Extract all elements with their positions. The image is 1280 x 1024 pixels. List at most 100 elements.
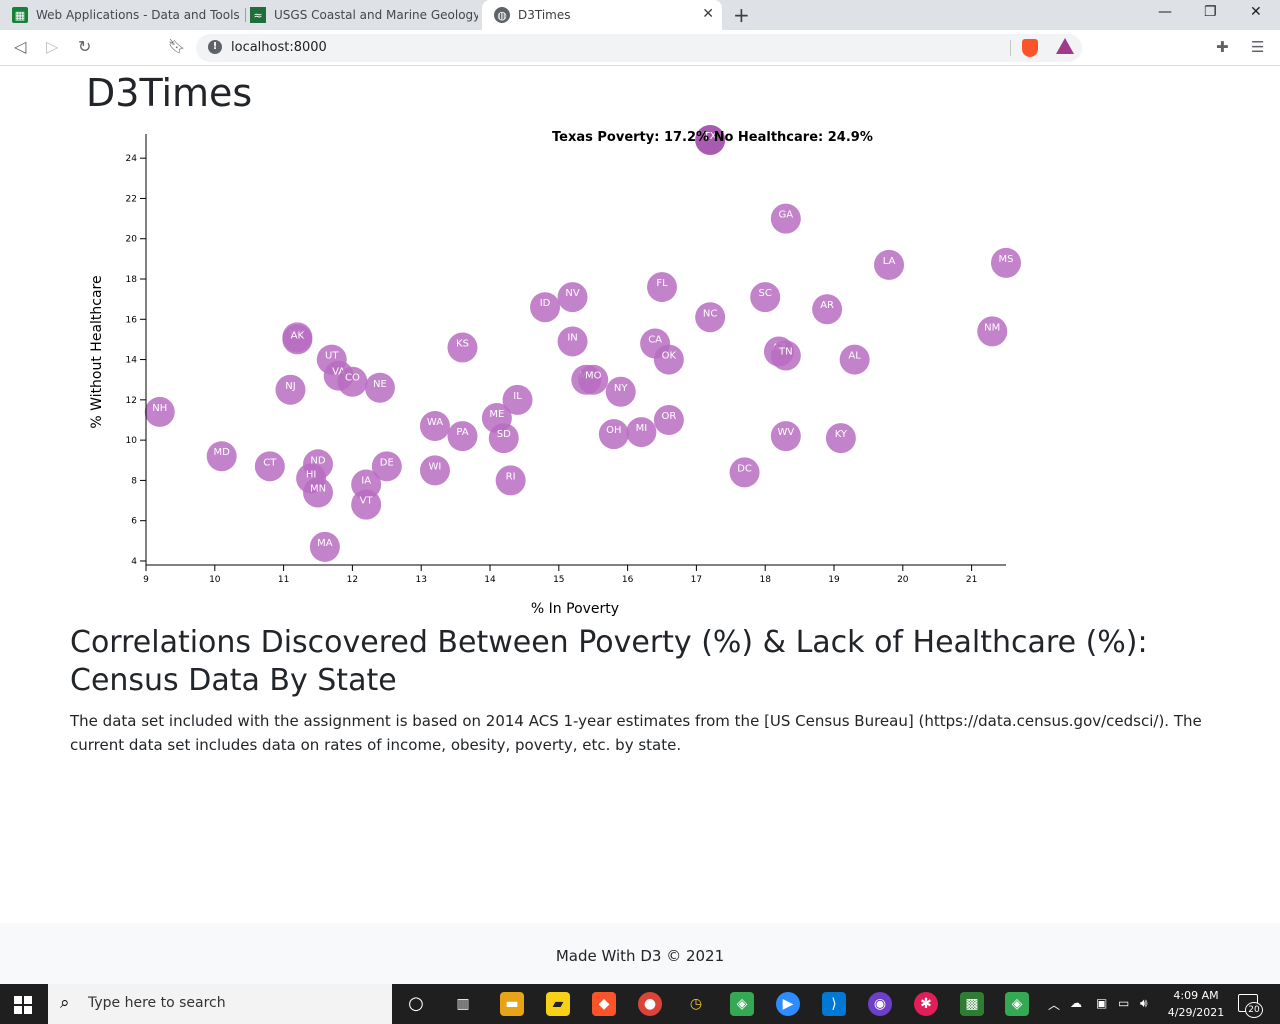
state-circle[interactable]: [812, 294, 843, 325]
state-point-ga[interactable]: GA: [770, 203, 801, 234]
tray-device-icon[interactable]: ▣: [1096, 996, 1108, 1010]
state-point-al[interactable]: AL: [839, 344, 870, 375]
state-point-de[interactable]: DE: [371, 451, 402, 482]
state-point-vt[interactable]: VT: [351, 489, 382, 520]
forward-icon[interactable]: ▷: [46, 37, 59, 56]
state-point-sd[interactable]: SD: [488, 423, 519, 454]
state-point-ri[interactable]: RI: [495, 465, 526, 496]
state-circle[interactable]: [144, 396, 175, 427]
extensions-icon[interactable]: ✚: [1216, 38, 1229, 56]
state-point-fl[interactable]: FL: [647, 272, 677, 303]
state-circle[interactable]: [530, 292, 561, 323]
state-circle[interactable]: [309, 531, 340, 562]
state-point-il[interactable]: IL: [502, 384, 533, 415]
state-circle[interactable]: [419, 411, 450, 442]
search-placeholder[interactable]: Type here to search: [88, 995, 226, 1011]
minimize-icon[interactable]: —: [1158, 4, 1172, 20]
state-circle[interactable]: [282, 324, 313, 355]
tray-chevron-icon[interactable]: ︿: [1048, 998, 1061, 1012]
back-icon[interactable]: ◁: [14, 37, 27, 56]
state-circle[interactable]: [695, 302, 726, 333]
state-circle[interactable]: [275, 374, 306, 405]
brave-rewards-icon[interactable]: [1056, 38, 1074, 54]
tray-network-status-icon[interactable]: ☁: [1070, 996, 1082, 1010]
state-circle[interactable]: [653, 344, 684, 375]
state-point-md[interactable]: MD: [206, 441, 237, 472]
state-point-tx[interactable]: TX: [695, 125, 726, 156]
zoom-icon[interactable]: ▶: [776, 992, 800, 1016]
slack-icon[interactable]: ✱: [914, 992, 938, 1016]
state-circle[interactable]: [206, 441, 237, 472]
state-point-ks[interactable]: KS: [447, 332, 478, 363]
state-circle[interactable]: [695, 125, 726, 156]
state-point-oh[interactable]: OH: [598, 419, 629, 450]
tray-wifi-icon[interactable]: ▭: [1118, 996, 1130, 1010]
state-circle[interactable]: [488, 423, 519, 454]
state-point-in[interactable]: IN: [557, 326, 588, 357]
sticky-notes-icon[interactable]: ▰: [546, 992, 570, 1016]
state-circle[interactable]: [303, 477, 333, 508]
taskbar-search[interactable]: ⌕ Type here to search: [48, 984, 392, 1024]
state-circle[interactable]: [364, 372, 395, 403]
state-point-ct[interactable]: CT: [254, 451, 285, 482]
state-point-wv[interactable]: WV: [770, 421, 801, 452]
bookmark-icon[interactable]: 🔖︎: [168, 39, 186, 55]
site-info-icon[interactable]: !: [208, 40, 222, 54]
state-circle[interactable]: [874, 249, 905, 280]
state-circle[interactable]: [254, 451, 285, 482]
state-circle[interactable]: [557, 282, 588, 313]
state-circle[interactable]: [447, 332, 478, 363]
state-point-nh[interactable]: NH: [144, 396, 175, 427]
brave-shield-icon[interactable]: [1022, 39, 1038, 57]
url-text[interactable]: localhost:8000: [231, 40, 327, 55]
state-circle[interactable]: [825, 423, 856, 454]
state-circle[interactable]: [647, 272, 677, 303]
state-point-nc[interactable]: NC: [695, 302, 726, 333]
state-circle[interactable]: [977, 316, 1008, 347]
clock-app-icon[interactable]: ◷: [689, 996, 703, 1012]
state-point-nv[interactable]: NV: [557, 282, 588, 313]
state-circle[interactable]: [770, 340, 801, 371]
state-point-ne[interactable]: NE: [364, 372, 395, 403]
state-point-ky[interactable]: KY: [825, 423, 856, 454]
state-circle[interactable]: [626, 417, 657, 448]
state-point-mn[interactable]: MN: [303, 477, 333, 508]
state-point-or[interactable]: OR: [653, 404, 684, 435]
cortana-icon[interactable]: ○: [408, 993, 424, 1014]
brave-browser-icon[interactable]: ◆: [592, 992, 616, 1016]
state-point-ok[interactable]: OK: [653, 344, 684, 375]
photos-icon[interactable]: ▩: [960, 992, 984, 1016]
state-point-ma[interactable]: MA: [309, 531, 340, 562]
state-point-mi[interactable]: MI: [626, 417, 657, 448]
restore-icon[interactable]: ❐: [1204, 4, 1217, 20]
reload-icon[interactable]: ↻: [78, 37, 92, 56]
state-point-sc[interactable]: SC: [750, 282, 781, 313]
state-point-ak[interactable]: AK: [282, 324, 313, 355]
state-circle[interactable]: [653, 404, 684, 435]
state-circle[interactable]: [351, 489, 382, 520]
state-point-wa[interactable]: WA: [419, 411, 450, 442]
state-circle[interactable]: [839, 344, 870, 375]
state-circle[interactable]: [770, 421, 801, 452]
state-circle[interactable]: [495, 465, 526, 496]
state-point-ny[interactable]: NY: [605, 376, 636, 407]
state-circle[interactable]: [371, 451, 402, 482]
task-view-icon[interactable]: ▥: [456, 996, 470, 1012]
state-circle[interactable]: [447, 421, 478, 452]
menu-icon[interactable]: ☰: [1251, 38, 1265, 56]
tab-d3times[interactable]: ◍ D3Times ✕: [482, 0, 722, 30]
taskbar-clock[interactable]: 4:09 AM 4/29/2021: [1166, 987, 1226, 1021]
git-kraken-icon[interactable]: ◈: [730, 992, 754, 1016]
new-tab-icon[interactable]: +: [733, 3, 750, 27]
state-point-mo[interactable]: MO: [578, 364, 609, 395]
tab-web-applications[interactable]: ▦ Web Applications - Data and Tools: [0, 0, 245, 30]
git-icon[interactable]: ◈: [1005, 992, 1029, 1016]
state-point-tn[interactable]: TN: [770, 340, 801, 371]
chrome-icon[interactable]: ●: [638, 992, 662, 1016]
tab-usgs[interactable]: ≈ USGS Coastal and Marine Geology Pro: [238, 0, 478, 30]
state-circle[interactable]: [598, 419, 629, 450]
close-window-icon[interactable]: ✕: [1250, 4, 1262, 20]
github-desktop-icon[interactable]: ◉: [868, 992, 892, 1016]
state-point-ms[interactable]: MS: [991, 247, 1021, 278]
state-circle[interactable]: [337, 366, 368, 397]
